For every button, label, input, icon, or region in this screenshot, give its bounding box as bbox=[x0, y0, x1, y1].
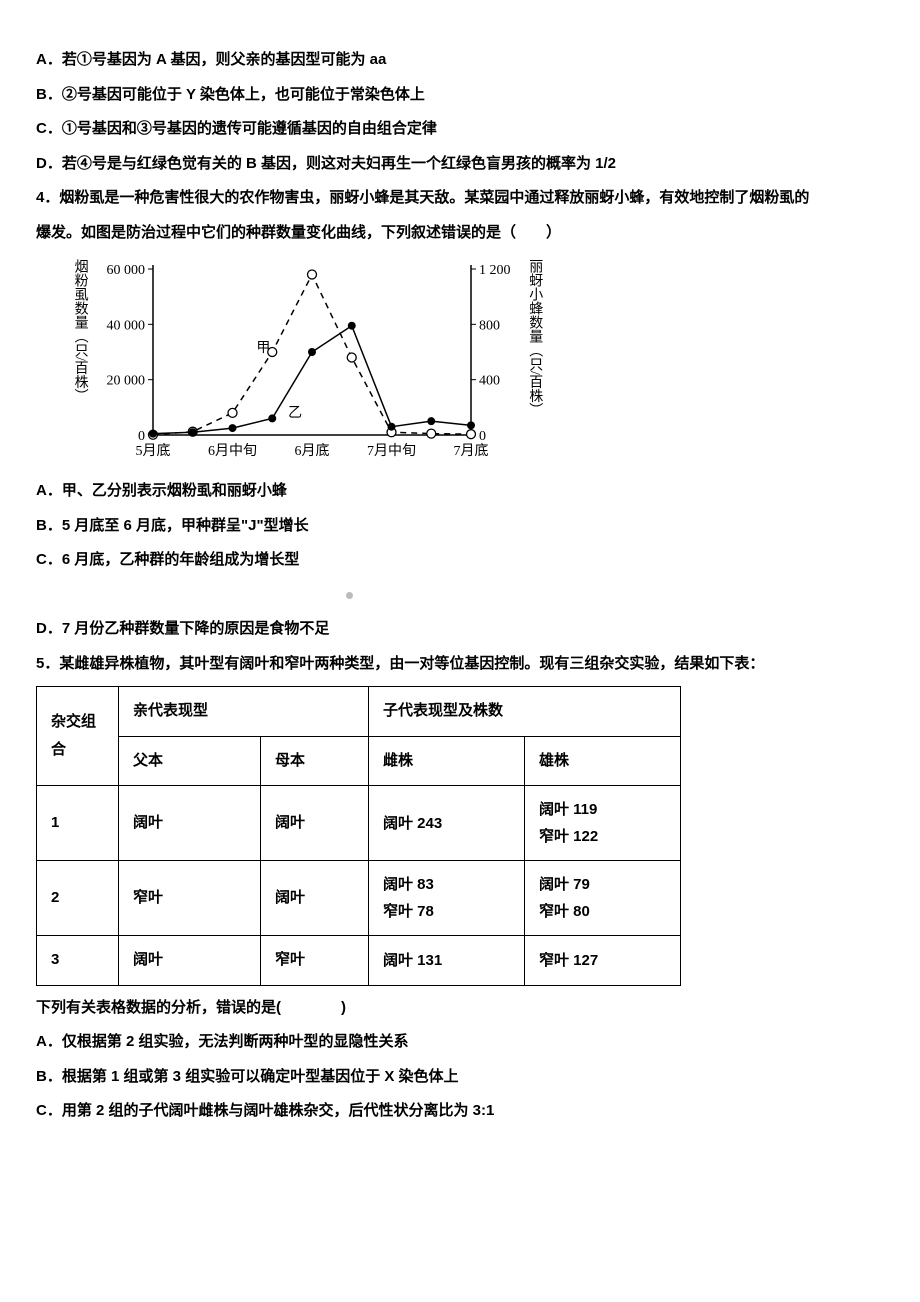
q4-stem-2: 爆发。如图是防治过程中它们的种群数量变化曲线，下列叙述错误的是（ ） bbox=[36, 219, 884, 248]
svg-text:7月中旬: 7月中旬 bbox=[367, 443, 416, 459]
q5-tail: 下列有关表格数据的分析，错误的是( ) bbox=[36, 994, 884, 1023]
svg-text:60 000: 60 000 bbox=[106, 263, 145, 278]
opt-b: B．②号基因可能位于 Y 染色体上，也可能位于常染色体上 bbox=[36, 81, 884, 110]
chart-svg: 0 20 000 40 000 60 000 0 400 800 1 200 5月底 6月中旬 6月… bbox=[97, 259, 517, 469]
q4-chart: 烟粉虱数量（只/百株） 0 20 000 40 000 60 000 0 400 800 1 … bbox=[66, 259, 884, 469]
svg-text:800: 800 bbox=[479, 318, 500, 333]
svg-text:400: 400 bbox=[479, 374, 500, 389]
q4-opt-c: C．6 月底，乙种群的年龄组成为增长型 bbox=[36, 546, 884, 575]
svg-text:1 200: 1 200 bbox=[479, 263, 511, 278]
center-dot bbox=[346, 592, 353, 599]
q5-opt-b: B．根据第 1 组或第 3 组实验可以确定叶型基因位于 X 染色体上 bbox=[36, 1063, 884, 1092]
svg-text:40 000: 40 000 bbox=[106, 318, 145, 333]
chart-ylabel-left: 烟粉虱数量（只/百株） bbox=[66, 259, 93, 449]
q5-opt-c: C．用第 2 组的子代阔叶雌株与阔叶雄株杂交，后代性状分离比为 3:1 bbox=[36, 1097, 884, 1126]
svg-text:6月底: 6月底 bbox=[294, 443, 329, 459]
opt-d: D．若④号是与红绿色觉有关的 B 基因，则这对夫妇再生一个红绿色盲男孩的概率为 … bbox=[36, 150, 884, 179]
svg-text:0: 0 bbox=[138, 429, 145, 444]
chart-ylabel-right: 丽蚜小蜂数量（只/百株） bbox=[521, 259, 548, 449]
q5-table: 杂交组合亲代表现型子代表现型及株数父本母本雌株雄株1阔叶阔叶阔叶 243阔叶 1… bbox=[36, 686, 681, 986]
svg-text:甲: 甲 bbox=[256, 341, 270, 356]
svg-text:0: 0 bbox=[479, 429, 486, 444]
svg-text:7月底: 7月底 bbox=[453, 443, 488, 459]
q4-opt-b: B．5 月底至 6 月底，甲种群呈"J"型增长 bbox=[36, 512, 884, 541]
q5-stem: 5．某雌雄异株植物，其叶型有阔叶和窄叶两种类型，由一对等位基因控制。现有三组杂交… bbox=[36, 650, 884, 679]
q5-opt-a: A．仅根据第 2 组实验，无法判断两种叶型的显隐性关系 bbox=[36, 1028, 884, 1057]
svg-text:20 000: 20 000 bbox=[106, 374, 145, 389]
opt-a: A．若①号基因为 A 基因，则父亲的基因型可能为 aa bbox=[36, 46, 884, 75]
svg-text:6月中旬: 6月中旬 bbox=[208, 443, 257, 459]
svg-text:乙: 乙 bbox=[288, 405, 302, 421]
q4-opt-a: A．甲、乙分别表示烟粉虱和丽蚜小蜂 bbox=[36, 477, 884, 506]
opt-c: C．①号基因和③号基因的遗传可能遵循基因的自由组合定律 bbox=[36, 115, 884, 144]
q4-opt-d: D．7 月份乙种群数量下降的原因是食物不足 bbox=[36, 615, 884, 644]
q4-stem-1: 4．烟粉虱是一种危害性很大的农作物害虫，丽蚜小蜂是其天敌。某菜园中通过释放丽蚜小… bbox=[36, 184, 884, 213]
svg-text:5月底: 5月底 bbox=[135, 443, 170, 459]
